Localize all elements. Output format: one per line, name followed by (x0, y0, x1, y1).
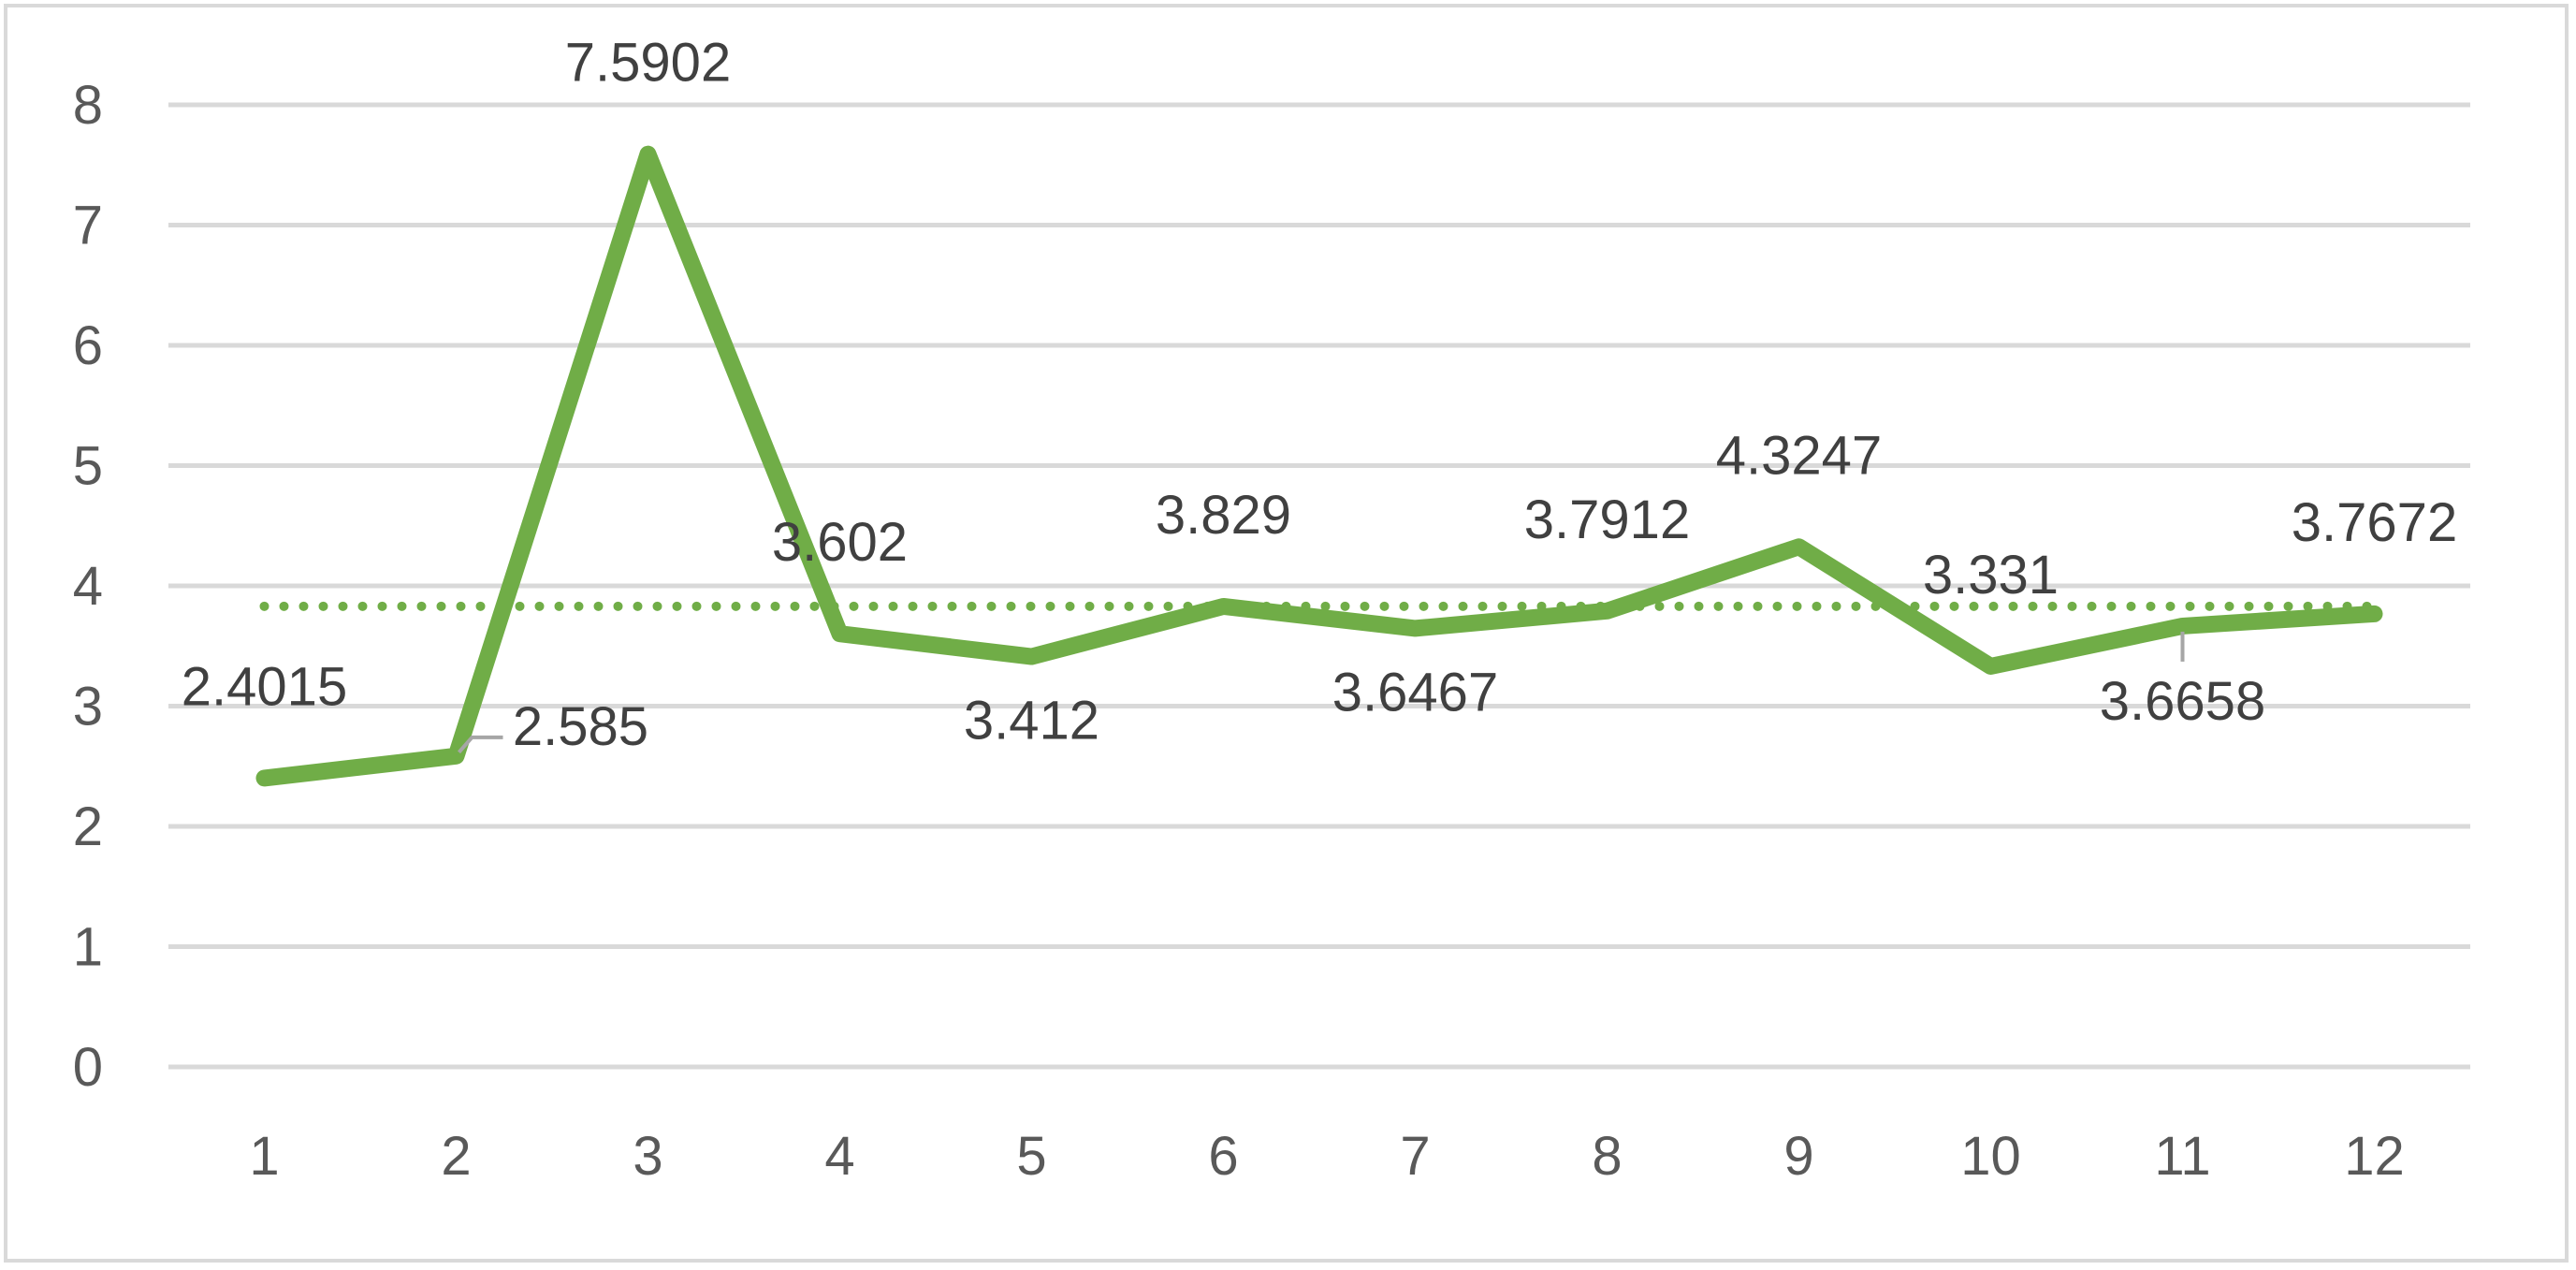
data-label-5: 3.412 (964, 691, 1099, 752)
data-label-11: 3.6658 (2100, 671, 2265, 732)
data-label-9: 4.3247 (1716, 425, 1882, 486)
y-tick-7: 7 (73, 196, 103, 256)
y-tick-8: 8 (73, 75, 103, 136)
data-label-12: 3.7672 (2292, 492, 2457, 553)
y-tick-6: 6 (73, 315, 103, 376)
data-label-3: 7.5902 (565, 33, 731, 94)
data-label-2: 2.585 (513, 696, 648, 757)
series-group (255, 145, 2383, 787)
data-point-6 (1222, 605, 1225, 607)
leader-line-2 (457, 735, 503, 754)
series-line (255, 145, 2383, 787)
x-tick-11: 11 (2154, 1126, 2210, 1187)
y-axis-ticks: 0 1 2 3 4 5 6 7 8 (73, 75, 103, 1098)
x-tick-10: 10 (1960, 1126, 2021, 1187)
data-point-7 (1414, 627, 1417, 630)
x-tick-3: 3 (633, 1126, 662, 1187)
gridlines (168, 102, 2470, 1070)
x-tick-8: 8 (1592, 1126, 1622, 1187)
y-tick-1: 1 (73, 917, 103, 978)
data-label-8: 3.7912 (1524, 489, 1690, 550)
leader-lines (457, 631, 2185, 754)
y-tick-0: 0 (73, 1037, 103, 1098)
data-point-9 (1797, 546, 1800, 548)
data-point-12 (2373, 612, 2376, 615)
data-point-2 (455, 754, 458, 757)
x-tick-12: 12 (2344, 1126, 2405, 1187)
y-tick-3: 3 (73, 677, 103, 737)
x-tick-6: 6 (1208, 1126, 1238, 1187)
data-point-8 (1606, 609, 1608, 612)
x-tick-4: 4 (824, 1126, 854, 1187)
data-label-4: 3.602 (772, 512, 908, 573)
x-tick-2: 2 (441, 1126, 471, 1187)
data-point-4 (838, 633, 841, 635)
x-tick-7: 7 (1400, 1126, 1430, 1187)
x-tick-1: 1 (249, 1126, 279, 1187)
data-point-3 (647, 153, 649, 155)
data-label-1: 2.4015 (182, 656, 347, 717)
x-tick-9: 9 (1783, 1126, 1813, 1187)
data-labels: 2.4015 2.585 7.5902 3.602 3.412 3.829 3.6467 3.… (182, 33, 2457, 757)
y-tick-2: 2 (73, 796, 103, 857)
data-point-10 (1989, 664, 1992, 667)
data-point-11 (2181, 624, 2184, 627)
data-label-6: 3.829 (1156, 485, 1291, 546)
data-label-7: 3.6467 (1332, 662, 1498, 723)
data-point-1 (263, 777, 266, 780)
x-axis-ticks: 1 2 3 4 5 6 7 8 9 10 11 12 (249, 1126, 2404, 1187)
data-label-10: 3.331 (1923, 545, 2059, 606)
data-point-5 (1030, 655, 1033, 658)
x-tick-5: 5 (1016, 1126, 1046, 1187)
y-tick-5: 5 (73, 436, 103, 497)
y-tick-4: 4 (73, 556, 103, 617)
